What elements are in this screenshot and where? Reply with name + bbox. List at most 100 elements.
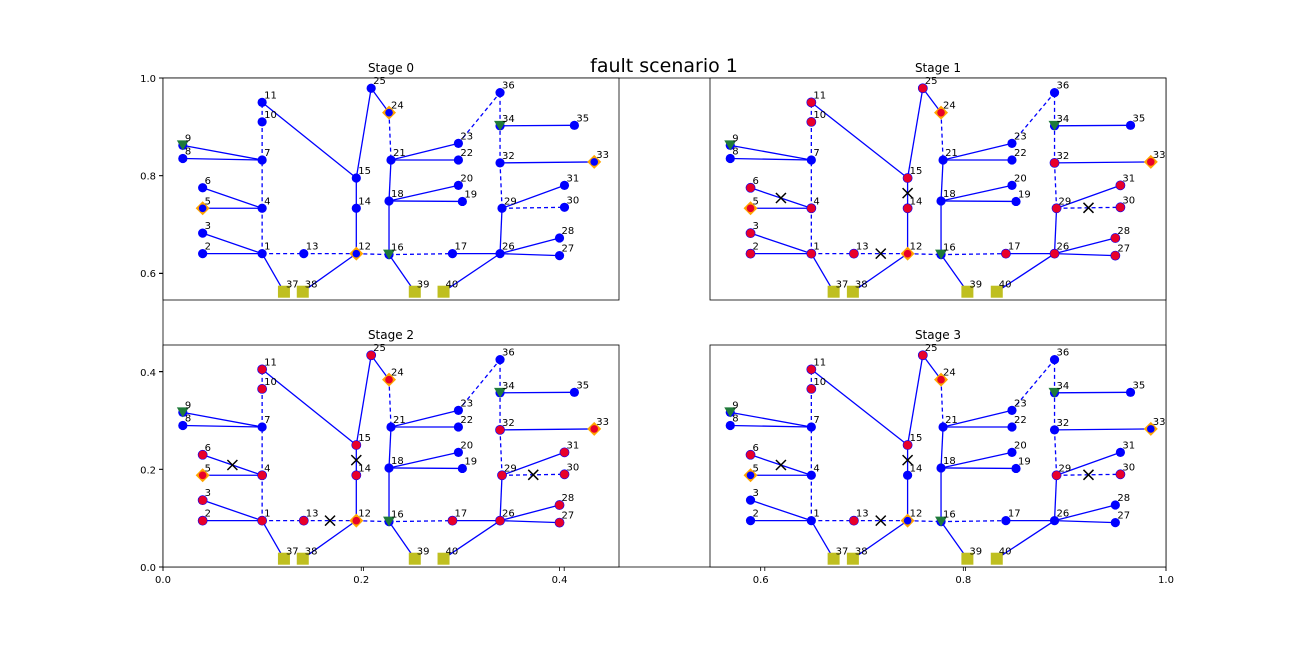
- node-label: 28: [562, 493, 575, 504]
- figure-title: fault scenario 1: [590, 55, 738, 77]
- node-label: 2: [753, 242, 759, 253]
- node-label: 18: [391, 456, 404, 467]
- node-label: 3: [205, 221, 211, 232]
- node-label: 17: [1008, 242, 1021, 253]
- node-label: 39: [969, 280, 982, 291]
- node-label: 34: [1057, 381, 1070, 392]
- node-label: 3: [753, 221, 759, 232]
- node-label: 5: [205, 196, 211, 207]
- node-label: 36: [502, 348, 515, 359]
- node-label: 14: [358, 463, 371, 474]
- node-label: 21: [393, 415, 406, 426]
- node-label: 11: [813, 357, 826, 368]
- node-label: 40: [999, 547, 1012, 558]
- node-label: 35: [1133, 380, 1146, 391]
- node-label: 22: [1014, 148, 1027, 159]
- panel-title: Stage 0: [368, 61, 414, 75]
- node-label: 9: [732, 133, 738, 144]
- node-label: 39: [969, 547, 982, 558]
- node-label: 11: [813, 90, 826, 101]
- node-label: 38: [855, 280, 868, 291]
- node-label: 24: [391, 368, 404, 379]
- node-label: 10: [264, 377, 277, 388]
- node-label: 31: [566, 440, 579, 451]
- node-label: 12: [358, 509, 371, 520]
- node-label: 31: [1122, 440, 1135, 451]
- node-label: 36: [502, 81, 515, 92]
- node-label: 19: [1018, 456, 1031, 467]
- node-label: 30: [566, 462, 579, 473]
- node-label: 3: [753, 488, 759, 499]
- node-label: 2: [205, 509, 211, 520]
- node-label: 4: [813, 463, 819, 474]
- node-label: 35: [1133, 113, 1146, 124]
- node-label: 18: [943, 456, 956, 467]
- node-label: 23: [1014, 131, 1027, 142]
- node-label: 32: [1057, 151, 1070, 162]
- y-tick-label: 1.0: [140, 74, 156, 85]
- node-label: 27: [562, 244, 575, 255]
- y-tick-label: 0.8: [140, 172, 156, 183]
- node-label: 40: [446, 280, 459, 291]
- node-label: 9: [732, 400, 738, 411]
- node-label: 2: [205, 242, 211, 253]
- node-label: 22: [460, 148, 473, 159]
- node-label: 7: [813, 415, 819, 426]
- node-label: 16: [943, 243, 956, 254]
- node-label: 12: [358, 242, 371, 253]
- node-label: 18: [943, 189, 956, 200]
- x-tick-label: 1.0: [1158, 575, 1174, 586]
- node-label: 26: [1057, 242, 1070, 253]
- node-label: 28: [1117, 226, 1130, 237]
- node-label: 27: [1117, 511, 1130, 522]
- node-label: 32: [502, 418, 515, 429]
- node-label: 33: [596, 150, 609, 161]
- x-tick-label: 0.0: [155, 575, 171, 586]
- x-tick-label: 0.6: [753, 575, 769, 586]
- node-label: 37: [286, 547, 299, 558]
- node-label: 30: [566, 195, 579, 206]
- panel-title: Stage 3: [915, 328, 961, 342]
- node-label: 21: [945, 415, 958, 426]
- node-label: 20: [460, 173, 473, 184]
- node-label: 37: [836, 280, 849, 291]
- node-label: 40: [999, 280, 1012, 291]
- node-label: 23: [460, 398, 473, 409]
- node-label: 26: [502, 509, 515, 520]
- node-label: 5: [205, 463, 211, 474]
- node-label: 25: [373, 343, 386, 354]
- node-label: 12: [910, 242, 923, 253]
- x-tick-label: 0.8: [955, 575, 971, 586]
- node-label: 15: [358, 433, 371, 444]
- node-label: 25: [925, 343, 938, 354]
- node-label: 35: [576, 380, 589, 391]
- node-label: 29: [1059, 196, 1072, 207]
- node-label: 38: [305, 280, 318, 291]
- node-label: 38: [855, 547, 868, 558]
- node-label: 6: [205, 443, 211, 454]
- node-label: 17: [454, 242, 467, 253]
- node-label: 27: [1117, 244, 1130, 255]
- y-tick-label: 0.4: [140, 368, 156, 379]
- node-label: 10: [813, 110, 826, 121]
- node-label: 25: [925, 76, 938, 87]
- node-label: 33: [596, 417, 609, 428]
- node-label: 37: [286, 280, 299, 291]
- node-label: 40: [446, 547, 459, 558]
- node-label: 26: [1057, 509, 1070, 520]
- node-label: 1: [264, 509, 270, 520]
- node-label: 5: [753, 196, 759, 207]
- node-label: 7: [264, 415, 270, 426]
- node-label: 33: [1153, 150, 1166, 161]
- x-tick-label: 0.4: [552, 575, 568, 586]
- panel-title: Stage 1: [915, 61, 961, 75]
- node-label: 28: [562, 226, 575, 237]
- node-label: 34: [502, 381, 515, 392]
- node-label: 19: [464, 189, 477, 200]
- node-label: 4: [264, 463, 270, 474]
- node-label: 23: [1014, 398, 1027, 409]
